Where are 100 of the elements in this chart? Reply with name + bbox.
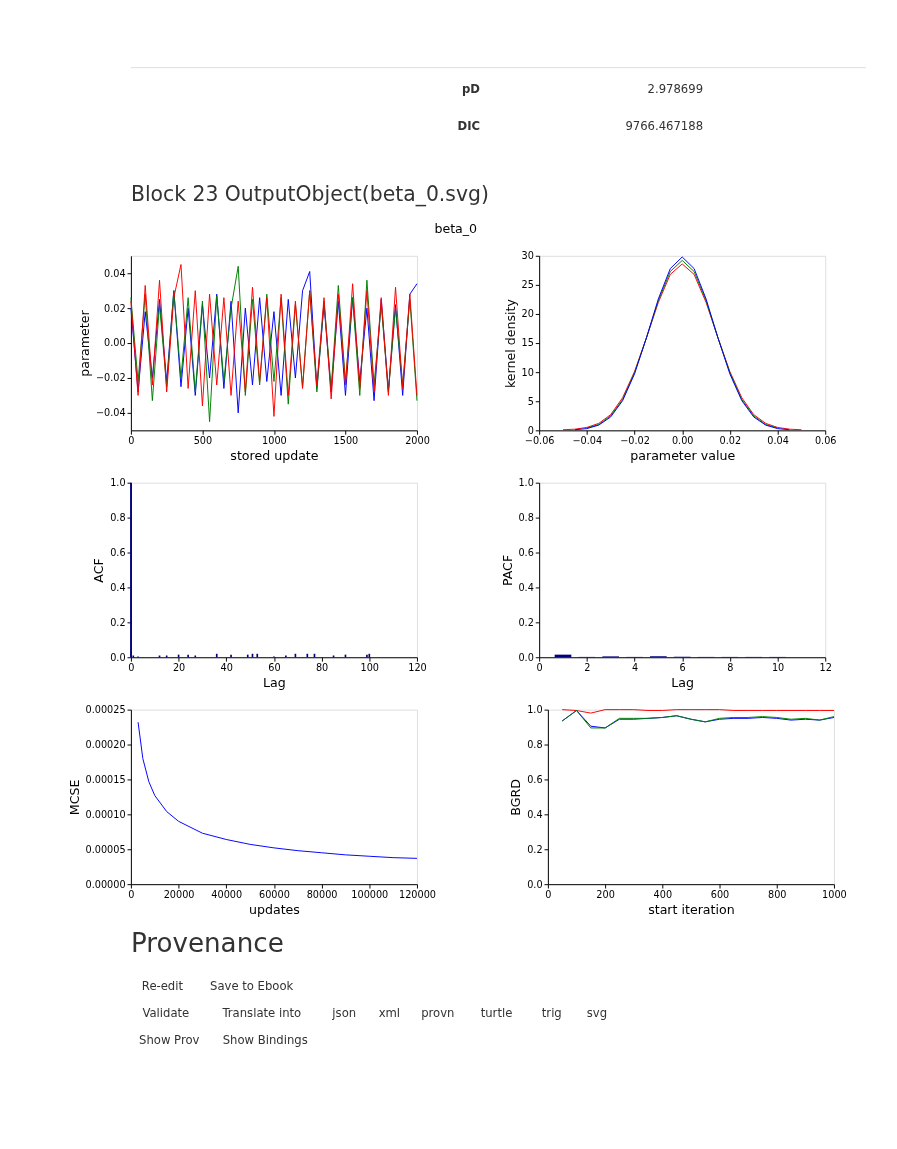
x-tick-label: 40000 [211, 889, 243, 901]
y-tick-label: 0.8 [518, 512, 534, 524]
x-tick-label: −0.02 [620, 435, 650, 447]
x-tick-label: 400 [653, 889, 673, 901]
x-tick-label: 2000 [405, 435, 430, 447]
text: Translate into [221, 1006, 302, 1021]
y-tick-label: 0.2 [527, 843, 543, 855]
y-tick-label: 0.4 [527, 808, 543, 820]
x-tick-label: 1000 [822, 889, 847, 901]
y-tick-label: 0.0 [527, 878, 543, 890]
x-tick-label: 10 [771, 662, 785, 674]
text: Validate [142, 1006, 190, 1021]
y-tick-label: 0.02 [104, 302, 126, 314]
x-tick-label: 0 [128, 435, 135, 447]
y-tick-label: 1.0 [110, 477, 126, 489]
y-tick-label: 25 [521, 279, 534, 291]
x-axis-title: Lag [263, 674, 286, 690]
x-tick-label: 60 [268, 662, 281, 674]
x-tick-label: 120000 [398, 889, 436, 901]
x-tick-label: 600 [710, 889, 730, 901]
x-tick-label: 1000 [262, 435, 287, 447]
y-axis-title: PACF [499, 554, 515, 587]
y-tick-label: 0.8 [110, 512, 126, 524]
x-tick-label: 12 [819, 662, 832, 674]
y-tick-label: 0.00 [104, 337, 126, 349]
text: turtle [480, 1006, 513, 1021]
y-tick-label: 0.6 [527, 773, 543, 785]
y-tick-label: 0.00010 [85, 808, 126, 820]
text: Block 23 OutputObject(beta_0.svg) [130, 182, 489, 208]
text: Show Bindings [222, 1033, 308, 1048]
text: svg [586, 1006, 608, 1021]
y-tick-label: 20 [521, 308, 534, 320]
y-tick-label: 5 [527, 395, 534, 407]
text: 2.978699 [647, 81, 704, 96]
text: Show Prov [139, 1033, 200, 1048]
y-tick-label: −0.04 [95, 407, 126, 419]
x-tick-label: 4 [631, 662, 639, 674]
text: DIC [457, 118, 481, 133]
text: beta_0 [434, 221, 478, 237]
line-series [561, 710, 835, 729]
y-tick-label: 0.2 [518, 616, 534, 628]
line-series [137, 721, 418, 859]
y-tick-label: 0.6 [110, 546, 126, 558]
x-tick-label: 0.00 [671, 435, 694, 447]
x-tick-label: 0 [128, 889, 135, 901]
text: 9766.467188 [625, 118, 704, 133]
x-tick-label: 100000 [351, 889, 389, 901]
y-tick-label: 0.00015 [85, 773, 126, 785]
y-axis-title: BGRD [508, 779, 524, 816]
y-tick-label: 1.0 [518, 477, 534, 489]
x-axis-title: stored update [230, 447, 319, 463]
x-tick-label: 120 [408, 662, 427, 674]
y-tick-label: 0.00025 [85, 704, 126, 716]
x-tick-label: 0 [545, 889, 552, 901]
y-axis-title: ACF [91, 558, 107, 583]
x-tick-label: 500 [193, 435, 213, 447]
text: Save to Ebook [210, 978, 294, 993]
y-tick-label: −0.02 [95, 372, 126, 384]
x-axis-title: Lag [671, 674, 695, 690]
text: xml [378, 1006, 401, 1021]
text: trig [541, 1006, 562, 1021]
y-tick-label: 0.8 [527, 738, 543, 750]
y-tick-label: 0.0 [518, 651, 534, 663]
y-tick-label: 10 [521, 366, 534, 378]
x-tick-label: 80 [315, 662, 329, 674]
y-tick-label: 0 [527, 424, 534, 436]
x-tick-label: 80000 [306, 889, 338, 901]
x-tick-label: 60000 [259, 889, 290, 901]
x-tick-label: −0.06 [524, 435, 555, 447]
y-axis-title: kernel density [502, 298, 518, 389]
x-tick-label: 100 [360, 662, 380, 674]
y-tick-label: 0.6 [518, 546, 534, 558]
y-tick-label: 0.4 [518, 581, 534, 593]
x-tick-label: 0.06 [814, 435, 837, 447]
y-tick-label: 0.2 [110, 616, 126, 628]
x-tick-label: 0.04 [767, 435, 789, 447]
y-tick-label: 15 [521, 337, 534, 349]
x-axis-title: parameter value [630, 447, 736, 463]
x-axis-title: start iteration [648, 901, 735, 917]
y-tick-label: 0.0 [110, 651, 126, 663]
x-tick-label: 2 [584, 662, 591, 674]
text: Re-edit [141, 978, 184, 993]
y-tick-label: 0.00000 [85, 878, 126, 890]
x-tick-label: 0.02 [719, 435, 742, 447]
y-axis-title: parameter [77, 309, 93, 377]
y-axis-title: MCSE [66, 779, 82, 816]
y-tick-label: 0.4 [110, 581, 126, 593]
x-tick-label: −0.04 [572, 435, 603, 447]
y-tick-label: 1.0 [527, 704, 543, 716]
x-tick-label: 200 [596, 889, 615, 901]
x-axis-title: updates [248, 901, 300, 917]
y-tick-label: 0.00005 [85, 843, 126, 855]
x-tick-label: 20000 [163, 889, 195, 901]
x-tick-label: 8 [727, 662, 734, 674]
text: provn [421, 1006, 455, 1021]
x-tick-label: 1500 [333, 435, 359, 447]
y-tick-label: 0.00020 [85, 738, 126, 750]
text: json [331, 1006, 357, 1021]
x-tick-label: 0 [128, 662, 135, 674]
x-tick-label: 800 [767, 889, 787, 901]
